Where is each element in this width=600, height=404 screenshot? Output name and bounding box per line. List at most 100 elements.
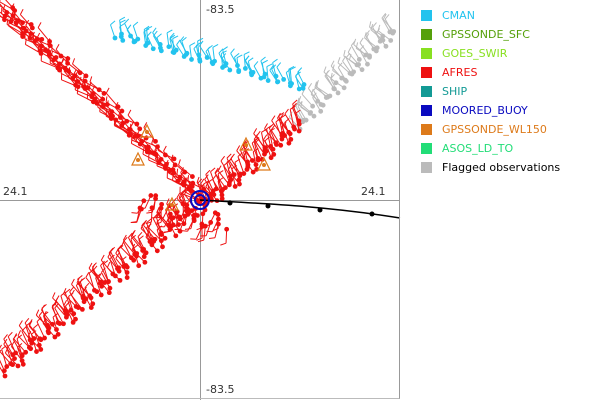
cman-observation-flag [245,56,249,61]
axis-label-top: -83.5 [206,3,234,16]
afres-observation-flag [157,217,163,218]
afres-observation-flag [211,168,216,172]
afres-observation-dot [271,152,276,157]
afres-observation-dot [163,236,168,241]
afres-observation-flag [38,22,41,27]
legend-item[interactable]: GOES_SWIR [421,44,560,63]
flagged-observation-dot [312,114,317,119]
afres-observation-barb [41,61,58,68]
legend-swatch [421,162,432,173]
cman-observation-flag [190,43,195,46]
afres-observation-flag [131,137,132,143]
flagged-observations-layer [289,13,396,131]
afres-observation-dot [136,263,141,268]
afres-observation-flag [111,247,115,251]
flagged-observation-dot [318,109,323,114]
cman-observation-flag [133,22,138,26]
afres-observation-dot [56,332,61,337]
afres-observation-dot [173,233,178,238]
afres-observation-flag [185,229,191,230]
afres-observation-flag [69,67,70,73]
flagged-observation-flag [344,50,345,56]
afres-observation-flag [101,255,104,260]
flagged-observation-dot [367,55,372,60]
afres-observation-dot [153,237,158,242]
afres-observation-barb [123,242,131,258]
flagged-observation-dot [310,104,315,109]
afres-observation-dot [73,317,78,322]
afres-observation-dot [61,321,66,326]
flagged-observation-dot [360,67,365,72]
afres-observation-dot [106,279,111,284]
cman-observation-flag [167,30,172,33]
afres-observation-flag [221,156,225,161]
afres-observation-dot [288,131,293,136]
afres-observation-dot [254,162,259,167]
observation-plot[interactable] [0,0,401,400]
afres-observation-flag [53,292,55,297]
afres-observation-dot [139,207,144,212]
afres-observation-dot [141,198,146,203]
cman-observation-flag [213,44,218,47]
afres-observation-dot [190,174,195,179]
cman-observation-flag [110,21,115,25]
cman-observation-dot [275,80,280,85]
afres-observation-dot [54,327,59,332]
afres-observation-flag [209,238,215,239]
afres-observation-dot [220,193,225,198]
afres-observation-flag [40,44,41,50]
afres-observation-dot [232,172,237,177]
afres-observation-flag [143,148,144,154]
legend-item[interactable]: SHIP [421,82,560,101]
afres-observation-dot [116,265,121,270]
afres-observation-flag [77,88,78,94]
legend-item[interactable]: GPSSONDE_SFC [421,25,560,44]
afres-observation-flag [100,106,101,112]
legend-item[interactable]: GPSSONDE_WL150 [421,120,560,139]
flagged-observation-dot [388,38,393,43]
afres-observation-dot [20,352,25,357]
afres-observation-dot [238,172,243,177]
gpssonde-dot [262,163,266,167]
flagged-observation-dot [356,62,361,67]
afres-observation-flag [257,131,261,136]
afres-observation-dot [118,278,123,283]
afres-observation-flag [163,146,166,151]
cman-observation-dot [301,86,306,91]
afres-observation-dot [183,214,188,219]
afres-observation-dot [237,182,242,187]
flagged-observation-barb [302,94,313,106]
afres-observation-dot [102,91,107,96]
cman-observation-flag [237,55,242,58]
afres-observation-flag [138,232,142,236]
afres-observation-barb [89,273,94,290]
cman-observation-dot [227,68,232,73]
afres-observation-flag [34,324,39,328]
cman-observation-flag [262,60,267,63]
legend-item[interactable]: MOORED_BUOY [421,101,560,120]
afres-observation-flag [188,175,189,181]
flagged-observation-dot [384,44,389,49]
afres-observation-flag [36,310,38,315]
afres-observation-dot [137,126,142,131]
afres-observation-dot [203,224,208,229]
afres-observation-dot [46,329,51,334]
afres-observation-dot [288,137,293,142]
axis-label-left: 24.1 [3,185,28,198]
storm-track-point [228,201,233,206]
flagged-observation-dot [390,31,395,36]
afres-observation-dot [141,247,146,252]
legend-swatch [421,143,432,154]
legend-item[interactable]: Flagged observations [421,158,560,177]
afres-observation-dot [80,294,85,299]
cman-observation-dot [189,57,194,62]
legend-item[interactable]: CMAN [421,6,560,25]
flagged-observation-dot [324,95,329,100]
afres-observation-flag [173,175,174,181]
cman-observation-flag [127,25,131,30]
afres-observation-flag [8,332,12,336]
legend-item[interactable]: ASOS_LD_TO [421,139,560,158]
afres-observation-dot [80,307,85,312]
legend-item[interactable]: AFRES [421,63,560,82]
afres-observation-dot [42,336,47,341]
